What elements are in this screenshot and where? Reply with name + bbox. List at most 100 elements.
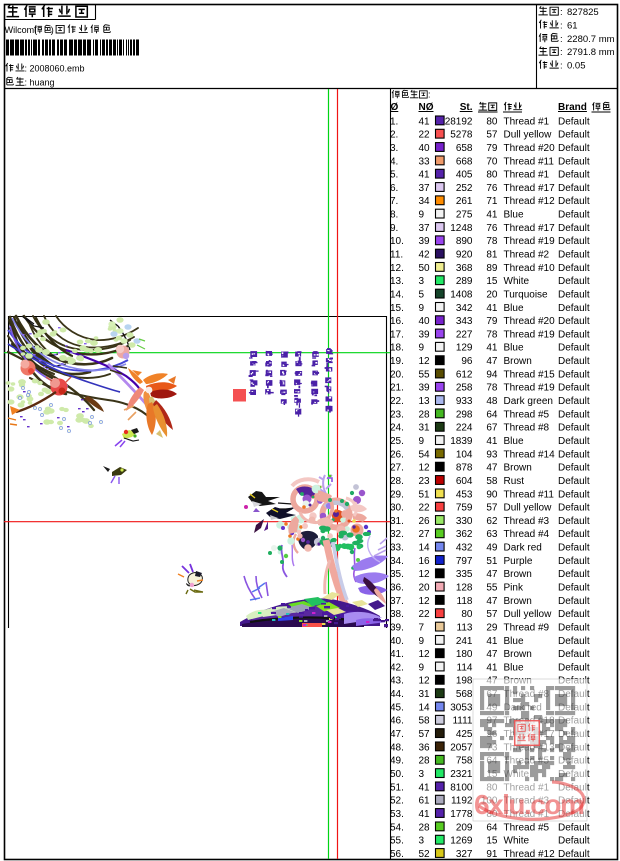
svg-text:128: 128 bbox=[456, 583, 473, 594]
svg-text:25.: 25. bbox=[390, 436, 404, 447]
svg-text:91: 91 bbox=[486, 849, 498, 860]
svg-text:4.: 4. bbox=[390, 156, 398, 167]
svg-text:Default: Default bbox=[558, 156, 590, 167]
svg-text:29.: 29. bbox=[390, 489, 404, 500]
svg-text:Default: Default bbox=[558, 210, 590, 221]
svg-text:78: 78 bbox=[486, 383, 498, 394]
svg-text:298: 298 bbox=[456, 409, 473, 420]
svg-text:258: 258 bbox=[456, 383, 473, 394]
svg-text:453: 453 bbox=[456, 489, 473, 500]
svg-text:78: 78 bbox=[486, 329, 498, 340]
svg-text:2280.7 mm: 2280.7 mm bbox=[567, 34, 615, 45]
svg-text:56.: 56. bbox=[390, 849, 404, 860]
svg-text:15: 15 bbox=[486, 276, 498, 287]
svg-text:52: 52 bbox=[419, 849, 431, 860]
svg-text:Thread #3: Thread #3 bbox=[504, 516, 550, 527]
svg-text:Default: Default bbox=[558, 489, 590, 500]
svg-text:Default: Default bbox=[558, 516, 590, 527]
svg-text:9: 9 bbox=[419, 436, 425, 447]
svg-text:12: 12 bbox=[419, 649, 431, 660]
svg-text:890: 890 bbox=[456, 236, 473, 247]
svg-text:: huang: : huang bbox=[25, 78, 55, 88]
svg-text:Blue: Blue bbox=[504, 303, 524, 314]
svg-text:37: 37 bbox=[419, 223, 431, 234]
svg-text:Thread #17: Thread #17 bbox=[504, 183, 556, 194]
svg-text:22.: 22. bbox=[390, 396, 404, 407]
svg-text:24.: 24. bbox=[390, 423, 404, 434]
svg-text:658: 658 bbox=[456, 143, 473, 154]
svg-text:55: 55 bbox=[486, 583, 498, 594]
svg-text:57: 57 bbox=[486, 503, 498, 514]
svg-text:51: 51 bbox=[486, 556, 498, 567]
svg-text:28192: 28192 bbox=[445, 116, 473, 127]
svg-text:: 2008060.emb: : 2008060.emb bbox=[25, 64, 85, 74]
svg-text:Dark red: Dark red bbox=[504, 543, 542, 554]
svg-text:37: 37 bbox=[419, 183, 431, 194]
svg-text:9: 9 bbox=[419, 303, 425, 314]
svg-text:57: 57 bbox=[419, 729, 431, 740]
svg-text:16.: 16. bbox=[390, 316, 404, 327]
svg-text:42: 42 bbox=[419, 250, 431, 261]
svg-text:Default: Default bbox=[558, 236, 590, 247]
svg-text:49.: 49. bbox=[390, 756, 404, 767]
svg-text:54.: 54. bbox=[390, 822, 404, 833]
svg-text:Turquoise: Turquoise bbox=[504, 290, 549, 301]
svg-text:19.: 19. bbox=[390, 356, 404, 367]
svg-text:Ø: Ø bbox=[391, 102, 399, 113]
svg-text:80: 80 bbox=[461, 609, 473, 620]
svg-text:Default: Default bbox=[558, 623, 590, 634]
svg-text:47: 47 bbox=[486, 356, 498, 367]
svg-text:41: 41 bbox=[486, 436, 498, 447]
svg-text:21.: 21. bbox=[390, 383, 404, 394]
svg-text:50: 50 bbox=[419, 263, 431, 274]
svg-text:89: 89 bbox=[486, 263, 498, 274]
svg-text:Thread #12: Thread #12 bbox=[504, 849, 556, 860]
svg-text:113: 113 bbox=[457, 623, 473, 634]
svg-text:330: 330 bbox=[456, 516, 473, 527]
svg-text:64: 64 bbox=[486, 822, 498, 833]
svg-text:61: 61 bbox=[567, 20, 578, 31]
svg-text:55.: 55. bbox=[390, 836, 404, 847]
svg-text:11.: 11. bbox=[390, 250, 403, 261]
svg-text:15.: 15. bbox=[390, 303, 404, 314]
svg-text:Thread #19: Thread #19 bbox=[504, 236, 556, 247]
svg-text:70: 70 bbox=[486, 156, 498, 167]
svg-text:9: 9 bbox=[419, 343, 425, 354]
svg-text:3: 3 bbox=[419, 836, 425, 847]
svg-text:405: 405 bbox=[456, 170, 473, 181]
svg-text:Default: Default bbox=[558, 849, 590, 860]
svg-text:Pink: Pink bbox=[504, 583, 524, 594]
svg-text:Default: Default bbox=[558, 116, 590, 127]
svg-text:Thread #19: Thread #19 bbox=[504, 383, 556, 394]
svg-text:42.: 42. bbox=[390, 662, 404, 673]
svg-text:6.: 6. bbox=[390, 183, 398, 194]
svg-text:33: 33 bbox=[419, 156, 431, 167]
svg-text:Thread #12: Thread #12 bbox=[504, 196, 556, 207]
svg-text:Default: Default bbox=[558, 476, 590, 487]
svg-text:27.: 27. bbox=[390, 463, 404, 474]
svg-text:40.: 40. bbox=[390, 636, 404, 647]
svg-text:758: 758 bbox=[456, 756, 473, 767]
svg-text:604: 604 bbox=[456, 476, 473, 487]
svg-text:933: 933 bbox=[456, 396, 473, 407]
svg-text:39: 39 bbox=[419, 383, 431, 394]
svg-text:Blue: Blue bbox=[504, 436, 524, 447]
svg-text:80: 80 bbox=[486, 170, 498, 181]
svg-text:10.: 10. bbox=[390, 236, 404, 247]
svg-text:180: 180 bbox=[456, 649, 473, 660]
svg-text:33.: 33. bbox=[390, 543, 404, 554]
svg-text:54: 54 bbox=[419, 449, 431, 460]
svg-text:Default: Default bbox=[558, 303, 590, 314]
svg-text:Dull yellow: Dull yellow bbox=[504, 503, 553, 514]
svg-text:Default: Default bbox=[558, 396, 590, 407]
svg-text:78: 78 bbox=[486, 236, 498, 247]
svg-text:Default: Default bbox=[558, 383, 590, 394]
svg-text:93: 93 bbox=[486, 449, 498, 460]
svg-text:28: 28 bbox=[419, 409, 431, 420]
svg-text:5: 5 bbox=[419, 290, 425, 301]
svg-text:3: 3 bbox=[419, 769, 425, 780]
svg-text:Brown: Brown bbox=[504, 463, 532, 474]
svg-text:Default: Default bbox=[558, 449, 590, 460]
svg-text:1269: 1269 bbox=[450, 836, 473, 847]
svg-text:425: 425 bbox=[456, 729, 473, 740]
